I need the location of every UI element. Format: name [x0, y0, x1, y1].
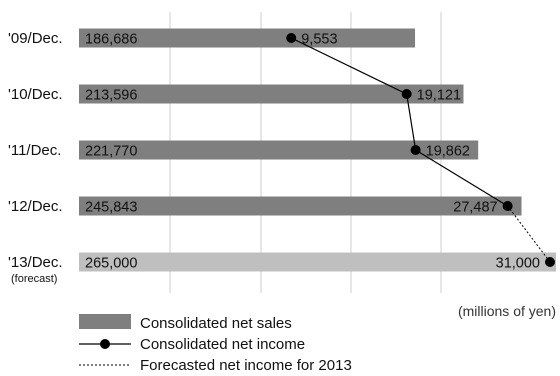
line-segment-1 — [406, 93, 417, 151]
line-value-label-3: 27,487 — [453, 200, 497, 216]
bar-value-label-2: 221,770 — [85, 144, 137, 160]
bar-value-label-1: 213,596 — [85, 88, 137, 104]
category-label-0: '09/Dec. — [8, 30, 63, 47]
line-point-2 — [410, 145, 421, 155]
legend-swatch-marker — [100, 339, 110, 349]
bar-value-label-4: 265,000 — [85, 256, 137, 272]
bar-value-label-3: 245,843 — [85, 200, 137, 216]
line-value-label-4: 31,000 — [496, 256, 540, 272]
line-segment-0 — [290, 37, 407, 95]
line-point-1 — [401, 89, 412, 99]
bar-value-label-0: 186,686 — [85, 32, 137, 48]
category-axis: '09/Dec. '10/Dec. '11/Dec. '12/Dec. '13/Dec.… — [8, 30, 63, 285]
line-value-label-1: 19,121 — [417, 88, 461, 104]
category-label-4: '13/Dec. — [8, 254, 63, 271]
legend-label-bar: Consolidated net sales — [140, 315, 292, 332]
category-label-2: '11/Dec. — [8, 142, 61, 159]
legend: Consolidated net sales Consolidated net … — [79, 314, 352, 374]
line-point-4 — [545, 257, 555, 267]
line-segment-2 — [415, 149, 508, 207]
line-value-label-0: 9,553 — [301, 32, 337, 48]
bar-0 — [79, 28, 416, 48]
line-series: 9,553 19,121 19,862 27,487 31,000 — [286, 32, 555, 272]
legend-swatch-bar — [79, 314, 131, 329]
line-point-0 — [286, 33, 297, 43]
units-label: (millions of yen) — [458, 303, 556, 319]
bar-4 — [79, 252, 556, 272]
bar-3 — [79, 196, 522, 216]
line-point-3 — [502, 201, 513, 211]
line-value-label-2: 19,862 — [426, 144, 470, 160]
category-sublabel-4: (forecast) — [11, 273, 57, 285]
bar-1 — [79, 84, 464, 104]
category-label-3: '12/Dec. — [8, 198, 63, 215]
bar-2 — [79, 140, 479, 160]
legend-label-forecast: Forecasted net income for 2013 — [140, 357, 352, 374]
category-label-1: '10/Dec. — [8, 86, 63, 103]
bar-series: 186,686 213,596 221,770 245,843 265,000 — [79, 28, 556, 272]
legend-label-line: Consolidated net income — [140, 336, 305, 353]
